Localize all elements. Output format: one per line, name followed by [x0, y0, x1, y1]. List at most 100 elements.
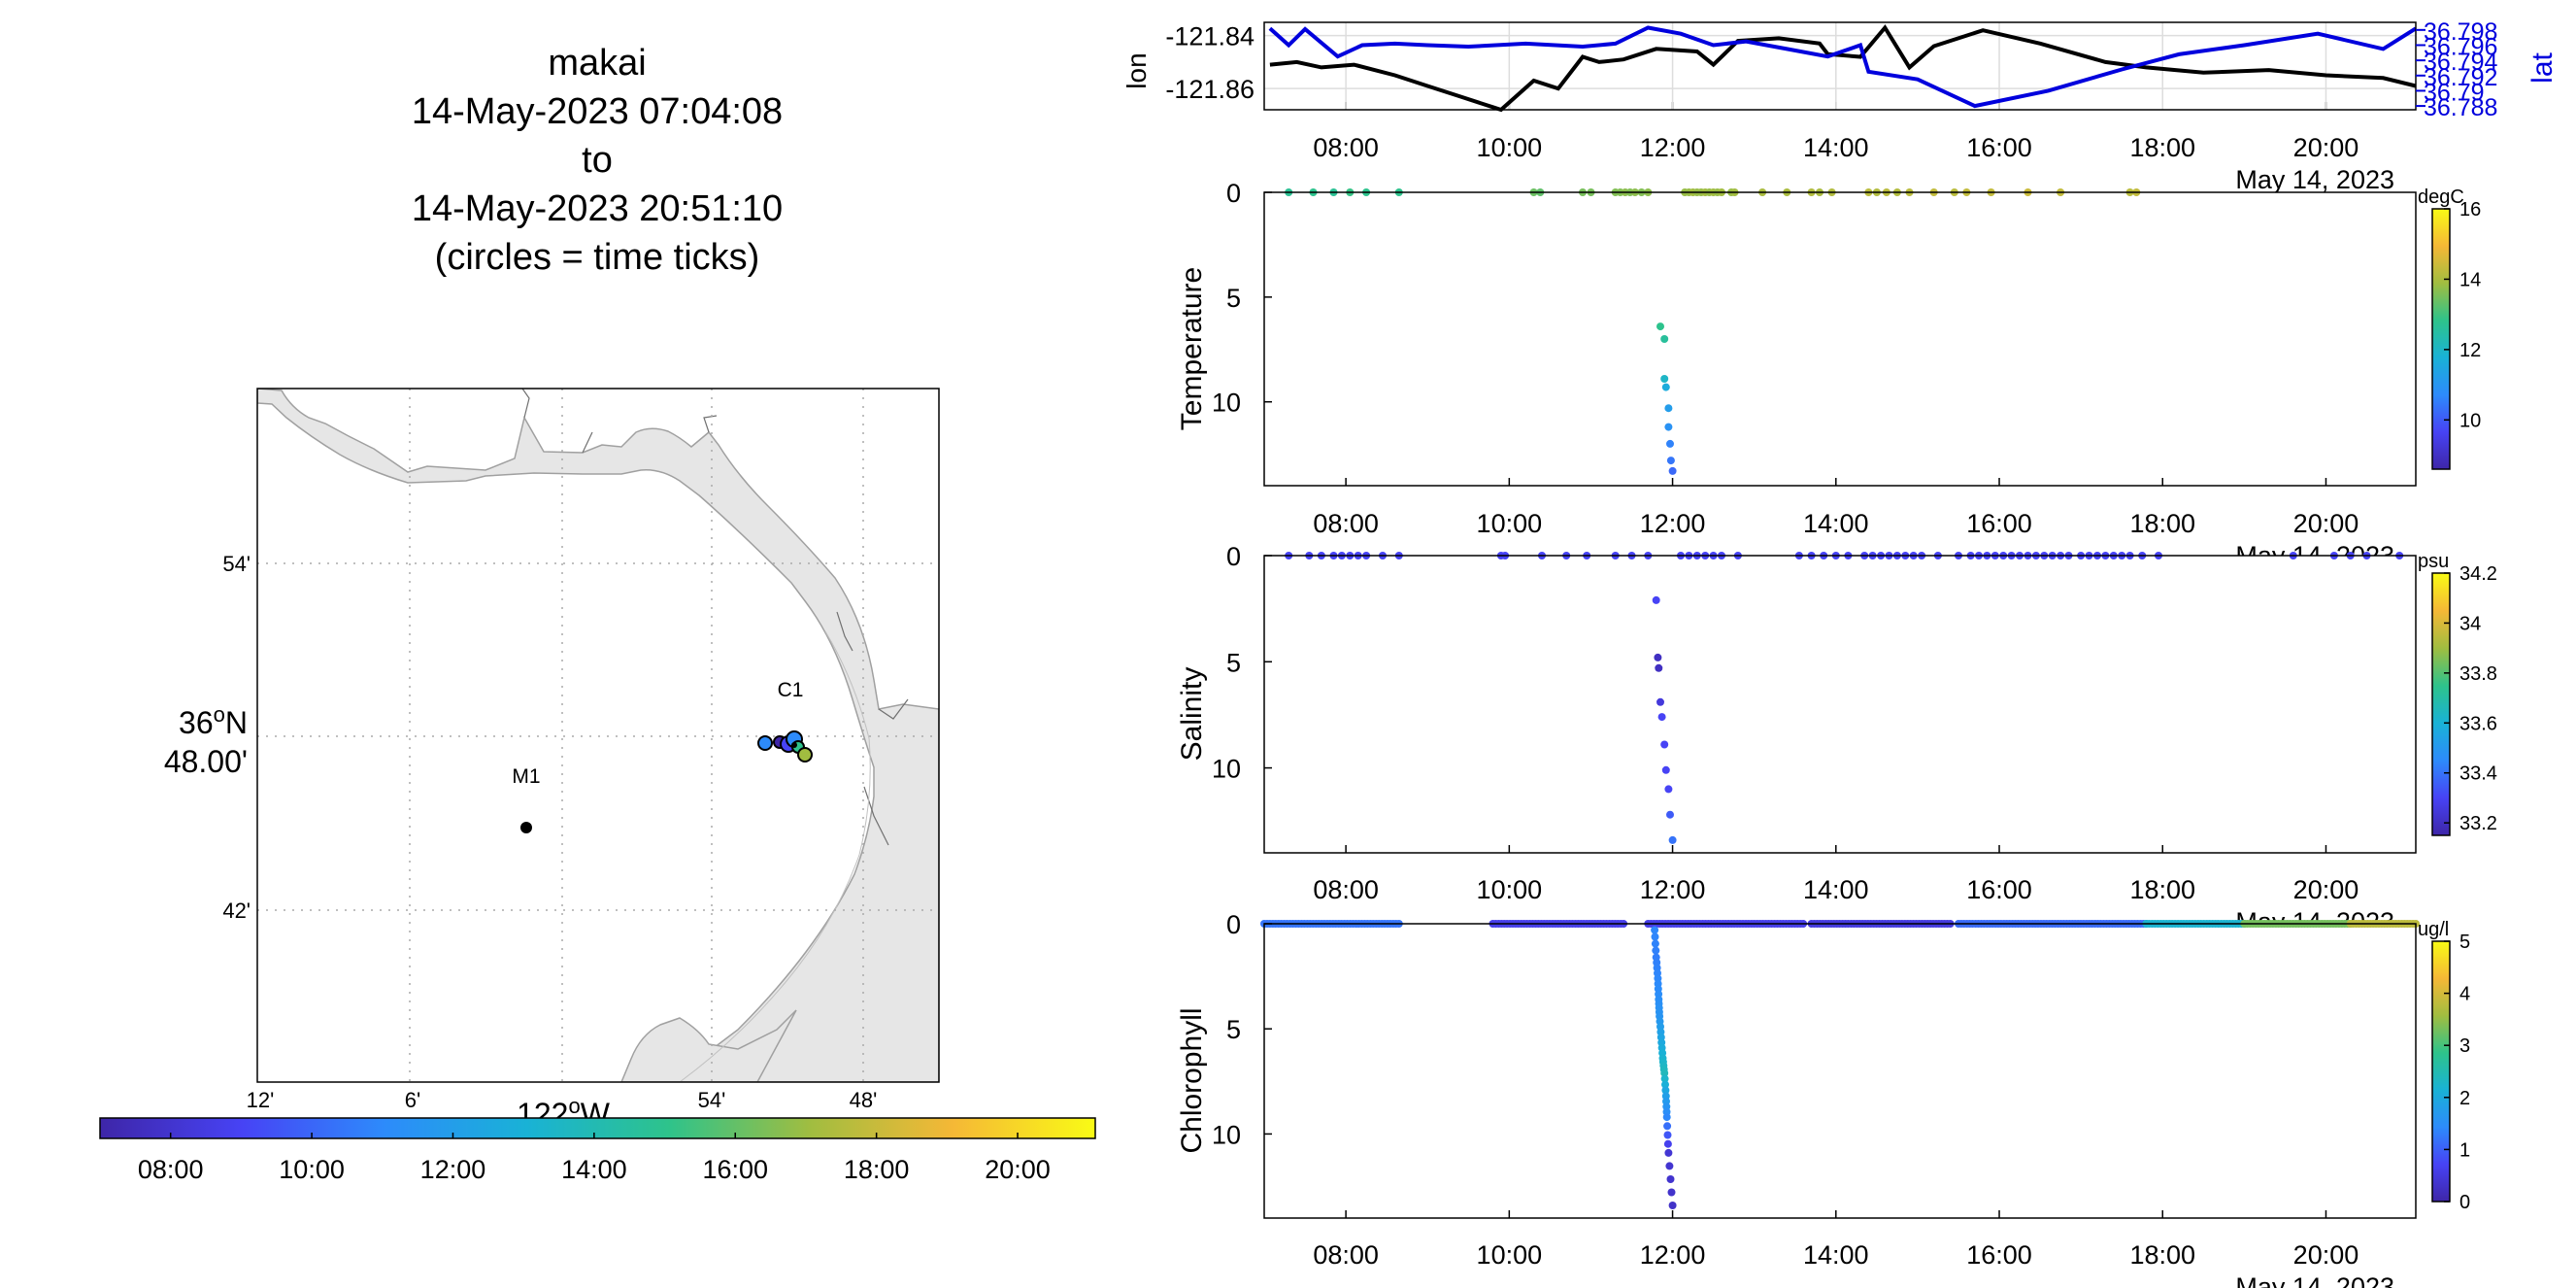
map-tick-labels: 12' 6' 54' 48' 54' 42' — [222, 552, 877, 1112]
lat-series-line — [1268, 25, 2418, 109]
time-colorbar-tick-label: 18:00 — [844, 1155, 910, 1184]
data-point — [1668, 466, 1677, 475]
y-axis-label: Chlorophyll — [1176, 1007, 1208, 1153]
value-colorbar-tick-label: 12 — [2459, 340, 2481, 361]
value-colorbar-tick-label: 14 — [2459, 269, 2481, 290]
map-stations: M1 C1 — [512, 679, 803, 833]
lat-tick-label: 36.79 — [2424, 79, 2485, 106]
value-colorbar-tick-label: 33.4 — [2459, 763, 2497, 785]
y-tick-label: 10 — [1212, 1120, 1241, 1149]
lat-tick-label: 36.796 — [2424, 33, 2497, 60]
map-xtick-1: 12' — [247, 1088, 275, 1112]
x-tick-label: 12:00 — [1640, 133, 1706, 162]
station-c1-label: C1 — [778, 679, 804, 701]
y-tick-label: 10 — [1212, 389, 1241, 418]
data-point — [1660, 1074, 1669, 1083]
value-colorbar-tick-label: 3 — [2459, 1035, 2470, 1057]
date-label: May 14, 2023 — [2235, 1272, 2394, 1288]
data-point — [1664, 785, 1673, 794]
data-point — [1663, 1131, 1672, 1139]
data-point — [1660, 375, 1669, 383]
data-point — [1651, 926, 1659, 934]
value-colorbar-bar — [2431, 208, 2451, 470]
data-point — [1661, 1080, 1669, 1089]
data-point — [1668, 1202, 1677, 1209]
lat-tick-label: 36.794 — [2424, 49, 2498, 76]
data-point — [1665, 1162, 1674, 1170]
data-point — [1666, 810, 1674, 819]
data-point — [1663, 1122, 1672, 1131]
data-point — [1664, 1148, 1673, 1157]
x-tick-label: 08:00 — [1313, 133, 1379, 162]
lon-series-line — [1269, 24, 2417, 113]
plot-area — [1264, 556, 2416, 853]
x-tick-label: 16:00 — [1966, 133, 2032, 162]
data-points — [1285, 552, 2404, 844]
data-point — [1666, 439, 1674, 448]
y-tick-label: 0 — [1226, 542, 1241, 571]
title-line-5: (circles = time ticks) — [435, 237, 760, 278]
value-colorbar-bar — [2431, 940, 2451, 1203]
x-tick-label: 18:00 — [2129, 509, 2195, 538]
data-point — [1668, 835, 1677, 844]
data-point — [1652, 595, 1660, 604]
map-xtick-4: 48' — [850, 1088, 878, 1112]
plot-frame — [1263, 923, 2417, 1219]
x-tick-label: 20:00 — [2293, 509, 2359, 538]
title-line-1: makai — [548, 43, 646, 84]
y-tick-label: 5 — [1226, 284, 1241, 313]
value-colorbar-tick-label: 16 — [2459, 199, 2481, 220]
map-frame — [256, 388, 940, 1083]
map-graticule — [257, 389, 939, 1082]
plot-frame — [1263, 191, 2417, 487]
lon-axis-label: lon — [1121, 52, 1152, 88]
x-tick-label: 08:00 — [1313, 1240, 1379, 1270]
station-m1-marker — [520, 822, 532, 833]
value-colorbar-tick-label: 2 — [2459, 1088, 2470, 1109]
data-point — [1666, 457, 1675, 465]
x-tick-label: 14:00 — [1803, 875, 1869, 904]
x-tick-label: 20:00 — [2293, 133, 2359, 162]
value-colorbar-tick-label: 5 — [2459, 932, 2470, 953]
time-colorbar-bar — [99, 1117, 1096, 1139]
data-point — [1661, 1086, 1670, 1095]
y-axis-label: Temperature — [1176, 267, 1208, 430]
map-ytick-2: 42' — [222, 898, 251, 923]
x-tick-label: 18:00 — [2129, 875, 2195, 904]
value-colorbar: psu 34.2 34 33.8 33.6 33.4 33.2 — [2418, 551, 2497, 836]
x-tick-label: 10:00 — [1477, 133, 1543, 162]
value-colorbar-tick-label: 34.2 — [2459, 563, 2497, 585]
title-line-3: to — [582, 140, 613, 181]
x-tick-label: 10:00 — [1477, 509, 1543, 538]
lat-axis-label: lat — [2526, 51, 2559, 83]
data-point — [1651, 939, 1659, 948]
data-point — [1661, 383, 1670, 391]
data-point — [1661, 765, 1670, 774]
value-colorbar-tick-label: 33.6 — [2459, 713, 2497, 734]
data-point — [1651, 932, 1659, 941]
time-colorbar-tick-label: 16:00 — [702, 1155, 768, 1184]
time-colorbar-tick-label: 08:00 — [138, 1155, 204, 1184]
data-point — [1656, 322, 1664, 331]
station-m1-label: M1 — [512, 765, 540, 788]
y-axis-label: Salinity — [1176, 667, 1208, 762]
lat-tick-label: 36.798 — [2424, 18, 2497, 46]
map-land — [257, 389, 939, 1082]
data-point — [1660, 1068, 1669, 1077]
x-tick-label: 20:00 — [2293, 875, 2359, 904]
value-colorbar-tick-label: 33.8 — [2459, 663, 2497, 685]
data-point — [1652, 946, 1660, 955]
map-bathymetry — [679, 630, 871, 1082]
data-point — [1664, 404, 1673, 413]
station-c1-marker — [791, 742, 797, 748]
x-tick-label: 16:00 — [1966, 1240, 2032, 1270]
x-tick-label: 12:00 — [1640, 509, 1706, 538]
lat-tick-label: 36.788 — [2424, 94, 2497, 121]
data-points — [1260, 920, 2420, 1209]
figure-title: makai 14-May-2023 07:04:08 to 14-May-202… — [412, 43, 783, 278]
data-point — [1667, 1188, 1676, 1197]
y-tick-label: 5 — [1226, 1015, 1241, 1044]
x-tick-label: 18:00 — [2129, 1240, 2195, 1270]
